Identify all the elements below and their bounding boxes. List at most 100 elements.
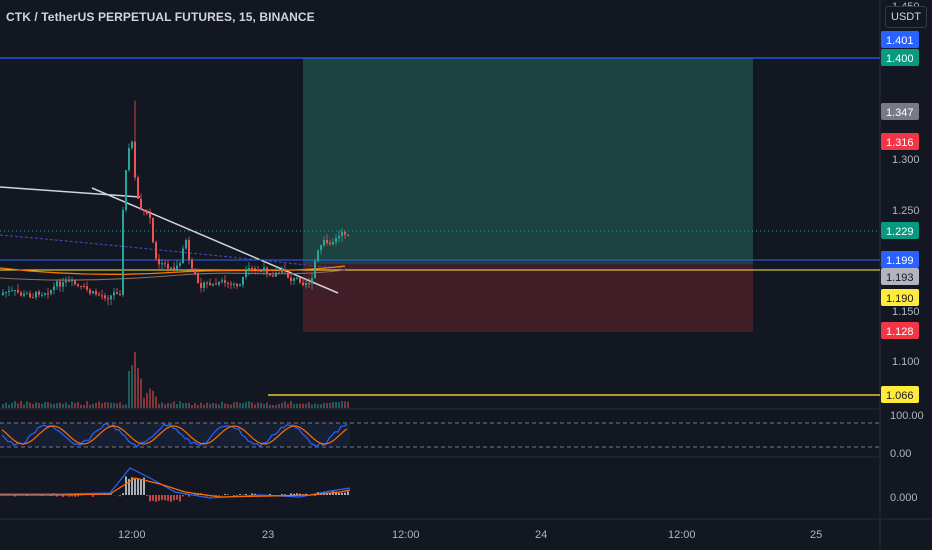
volume-bar [191, 404, 193, 408]
volume-bar [332, 401, 334, 408]
volume-bar [92, 403, 94, 408]
macd-bar [299, 493, 301, 495]
macd-bar [143, 477, 145, 495]
candle [320, 244, 322, 255]
volume-bar [98, 401, 100, 408]
macd-bar [62, 495, 64, 497]
volume-bar [254, 404, 256, 408]
volume-bar [41, 403, 43, 408]
candle [5, 291, 7, 298]
volume-bar [23, 404, 25, 408]
volume-bar [68, 404, 70, 408]
volume-bar [206, 402, 208, 408]
volume-bar [116, 403, 118, 408]
volume-bar [89, 404, 91, 408]
candle [212, 283, 214, 287]
trend-line-1[interactable] [0, 186, 141, 198]
currency-unit-button[interactable]: USDT [885, 6, 927, 28]
candle [80, 285, 82, 290]
volume-bar [224, 403, 226, 408]
candle [269, 272, 271, 277]
svg-text:1.400: 1.400 [886, 53, 914, 65]
svg-text:1.229: 1.229 [886, 226, 914, 238]
macd-bar [158, 495, 160, 501]
candle [209, 278, 211, 286]
volume-bar [170, 403, 172, 408]
volume-bar [173, 401, 175, 408]
volume-bar [281, 402, 283, 408]
volume-bar [137, 368, 139, 408]
volume-bar [338, 402, 340, 408]
macd-bar [119, 495, 121, 497]
candle [251, 265, 253, 274]
candle [335, 234, 337, 246]
volume-bar [245, 402, 247, 408]
candle [236, 283, 238, 289]
macd-bar [71, 495, 73, 497]
price-badge: 1.128 [881, 322, 919, 339]
candle [125, 169, 127, 213]
price-tick: 1.250 [892, 205, 920, 217]
candle [14, 289, 16, 296]
macd-bar [188, 495, 190, 497]
price-badge: 1.066 [881, 386, 919, 403]
candle [116, 288, 118, 295]
volume-bar [347, 401, 349, 408]
candle [29, 290, 31, 299]
macd-bar [335, 491, 337, 495]
candle [254, 266, 256, 275]
volume-bar [269, 404, 271, 408]
volume-bar [203, 404, 205, 408]
candle [287, 272, 289, 279]
macd-bar [341, 492, 343, 495]
oscillator-tick: 100.00 [890, 410, 924, 422]
price-badge: 1.229 [881, 222, 919, 239]
moving-average-orange [0, 265, 346, 275]
time-axis[interactable]: 12:00 23 12:00 24 12:00 25 [118, 529, 822, 541]
macd-bar [131, 477, 133, 495]
candle [92, 290, 94, 295]
volume-bar [239, 403, 241, 408]
svg-text:1.347: 1.347 [886, 107, 914, 119]
macd-bar [281, 494, 283, 495]
loss-zone[interactable] [303, 264, 753, 332]
macd-bar [137, 478, 139, 495]
candle [119, 290, 121, 296]
candle [101, 289, 103, 300]
volume-bar [308, 402, 310, 408]
volume-bar [167, 402, 169, 408]
volume-bar [95, 402, 97, 408]
macd-bar [167, 495, 169, 501]
candle [224, 274, 226, 287]
macd-bar [245, 493, 247, 495]
candle [167, 259, 169, 272]
volume-bar [128, 371, 130, 408]
macd-bar [239, 494, 241, 495]
candle [314, 258, 316, 279]
trend-line-2[interactable] [91, 187, 339, 294]
candle [140, 193, 142, 211]
price-badge: 1.199 [881, 251, 919, 268]
macd-bar [56, 495, 58, 497]
candle [188, 236, 190, 265]
candle [98, 291, 100, 297]
candle [341, 228, 343, 242]
macd-bar [251, 493, 253, 495]
macd-bar [128, 479, 130, 495]
candle [44, 292, 46, 297]
candle [77, 282, 79, 288]
oscillator-k-line [1, 422, 348, 448]
volume-bar [122, 404, 124, 408]
candle [17, 284, 19, 294]
macd-bar [182, 495, 184, 497]
svg-text:1.190: 1.190 [886, 293, 914, 305]
candle [71, 276, 73, 287]
macd-bar [344, 492, 346, 495]
volume-bar [158, 403, 160, 408]
oscillator-d-line [1, 425, 348, 445]
candle [131, 140, 133, 151]
profit-zone[interactable] [303, 58, 753, 264]
candle [152, 217, 154, 244]
price-axis[interactable]: 1.450 1.300 1.250 1.150 1.100 [892, 1, 920, 368]
